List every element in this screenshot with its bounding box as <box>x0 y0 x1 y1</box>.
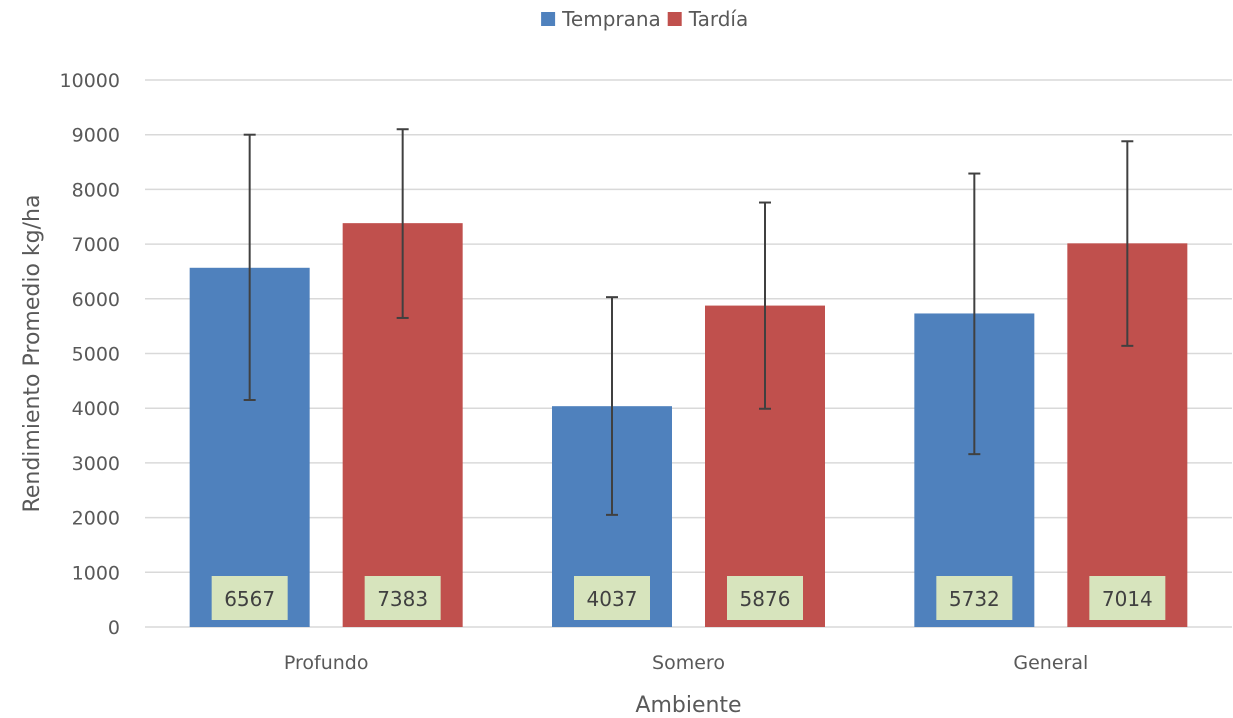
y-tick-label: 1000 <box>72 562 120 584</box>
x-tick-label: Somero <box>652 652 725 674</box>
y-tick-label: 10000 <box>60 70 120 92</box>
legend-swatch <box>667 12 682 26</box>
gridlines <box>145 79 1232 628</box>
legend: Temprana Tardía <box>541 7 748 31</box>
x-axis-ticks: Profundo Somero General <box>284 652 1088 674</box>
data-label: 6567 <box>224 587 275 611</box>
data-label-box <box>211 576 288 620</box>
x-axis-title: Ambiente <box>635 693 741 718</box>
y-axis-ticks: 0 1000 2000 3000 4000 5000 6000 7000 8000 9000 100… <box>60 70 120 639</box>
data-labels: 6567 7383 4037 5876 5732 7014 <box>211 576 1166 620</box>
legend-swatch <box>541 12 556 26</box>
data-label-box <box>727 576 803 620</box>
y-tick-label: 8000 <box>72 179 120 201</box>
y-tick-label: 7000 <box>72 234 120 256</box>
y-tick-label: 6000 <box>72 289 120 311</box>
data-label: 5876 <box>740 587 791 611</box>
y-tick-label: 4000 <box>72 398 120 420</box>
error-bars <box>243 128 1134 516</box>
y-tick-label: 2000 <box>72 508 120 530</box>
data-label: 5732 <box>949 587 1000 611</box>
y-axis-title: Rendimiento Promedio kg/ha <box>20 195 45 513</box>
legend-label: Temprana <box>561 7 661 31</box>
y-tick-label: 9000 <box>72 125 120 147</box>
x-tick-label: Profundo <box>284 652 369 674</box>
data-label-box <box>364 576 441 620</box>
data-label: 4037 <box>587 587 638 611</box>
data-label-box <box>936 576 1013 620</box>
data-label-box <box>574 576 650 620</box>
data-label: 7014 <box>1102 587 1153 611</box>
bars <box>189 223 1188 627</box>
y-tick-label: 3000 <box>72 453 120 475</box>
legend-label: Tardía <box>688 7 749 31</box>
x-tick-label: General <box>1013 652 1088 674</box>
y-tick-label: 0 <box>108 617 120 639</box>
y-tick-label: 5000 <box>72 344 120 366</box>
data-label-box <box>1089 576 1166 620</box>
data-label: 7383 <box>377 587 428 611</box>
